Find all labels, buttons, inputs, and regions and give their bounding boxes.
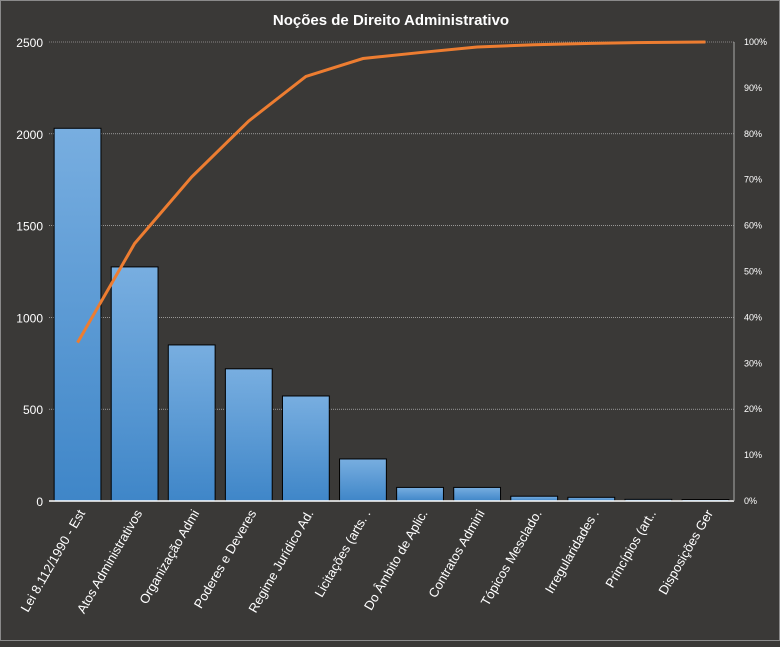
- y2-tick-label: 20%: [744, 404, 762, 414]
- x-tick-label: Atos Administrativos: [74, 507, 146, 616]
- x-tick-label: Licitações (arts. .: [311, 507, 373, 600]
- y2-tick-label: 90%: [744, 83, 762, 93]
- bar: [224, 368, 273, 502]
- bar: [339, 458, 387, 502]
- y-tick-label: 2000: [16, 128, 43, 142]
- bar: [167, 344, 216, 502]
- x-tick-label: Regime Jurídico Ad.: [245, 507, 316, 615]
- y2-tick-label: 50%: [744, 267, 762, 277]
- y2-tick-label: 100%: [744, 37, 767, 47]
- y2-tick-label: 30%: [744, 358, 762, 368]
- bar: [396, 486, 444, 502]
- x-tick-label: Organização Admi: [136, 507, 202, 607]
- x-tick-label: Disposições Ger: [655, 506, 716, 597]
- x-tick-label: Poderes e Deveres: [191, 507, 260, 611]
- y-tick-label: 2500: [16, 36, 43, 50]
- y-tick-label: 500: [23, 403, 43, 417]
- x-tick-label: Irregularidades .: [542, 507, 602, 596]
- y-tick-label: 0: [36, 495, 43, 509]
- bar: [110, 266, 159, 502]
- y-tick-label: 1000: [16, 311, 43, 325]
- bar: [453, 486, 502, 502]
- y2-tick-label: 70%: [744, 175, 762, 185]
- x-tick-label: Tópicos Mesclado.: [478, 507, 545, 608]
- bar: [281, 395, 330, 502]
- y2-tick-label: 10%: [744, 450, 762, 460]
- x-tick-label: Lei 8.112/1990 - Est: [17, 507, 88, 615]
- y2-tick-label: 40%: [744, 312, 762, 322]
- y2-tick-label: 60%: [744, 221, 762, 231]
- y2-tick-label: 0%: [744, 496, 757, 506]
- y-tick-label: 1500: [16, 220, 43, 234]
- x-tick-label: Princípios (art..: [602, 507, 659, 590]
- chart-title: Noções de Direito Administrativo: [273, 12, 509, 29]
- y2-tick-label: 80%: [744, 129, 762, 139]
- cumulative-line: [76, 40, 706, 344]
- x-tick-label: Contratos Admini: [425, 507, 488, 600]
- x-tick-label: Do Âmbito de Aplic.: [361, 507, 431, 613]
